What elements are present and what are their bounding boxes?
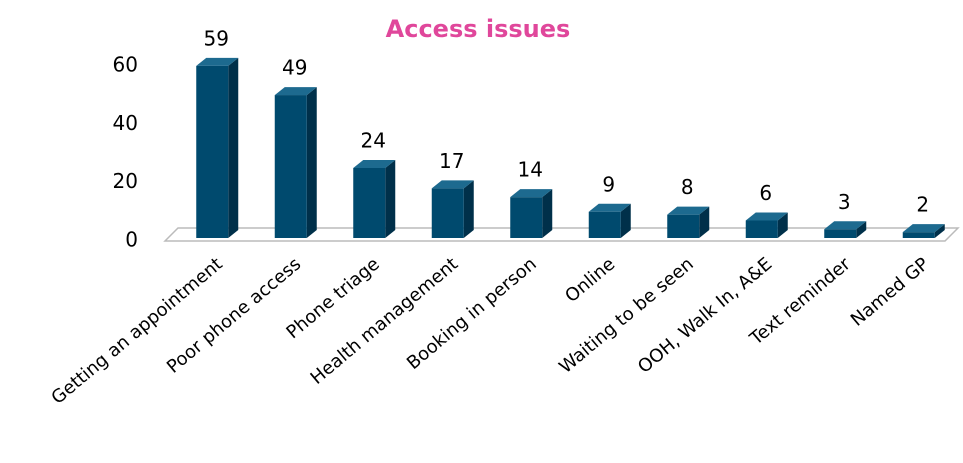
x-tick-label: OOH, Walk In, A&E	[634, 254, 776, 378]
y-tick-label: 0	[125, 228, 138, 252]
y-tick-label: 40	[113, 111, 138, 135]
value-label: 6	[759, 181, 772, 205]
x-tick-label: Online	[561, 254, 619, 307]
value-label: 24	[361, 129, 386, 153]
value-label: 2	[916, 193, 929, 217]
value-label: 3	[838, 190, 851, 214]
value-label: 49	[282, 56, 307, 80]
bar	[902, 224, 945, 238]
x-tick-label: Named GP	[847, 253, 933, 330]
value-label: 8	[681, 175, 694, 199]
bar	[824, 221, 867, 238]
bar	[353, 160, 396, 238]
bar	[431, 180, 474, 238]
bar	[667, 206, 710, 238]
value-label: 14	[518, 158, 543, 182]
x-tick-label: Health management	[307, 254, 463, 389]
bar	[745, 212, 788, 238]
value-label: 9	[602, 172, 615, 196]
y-tick-label: 60	[113, 53, 138, 77]
value-label: 17	[439, 149, 464, 173]
chart-title: Access issues	[386, 15, 571, 43]
bar	[274, 87, 317, 238]
bar	[588, 203, 631, 238]
bar	[510, 189, 553, 238]
x-tick-label: Booking in person	[403, 254, 541, 374]
x-tick-label: Poor phone access	[163, 254, 305, 378]
x-tick-label: Waiting to be seen	[555, 254, 697, 378]
value-label: 59	[204, 26, 229, 50]
y-tick-label: 20	[113, 169, 138, 193]
bar	[196, 57, 239, 239]
